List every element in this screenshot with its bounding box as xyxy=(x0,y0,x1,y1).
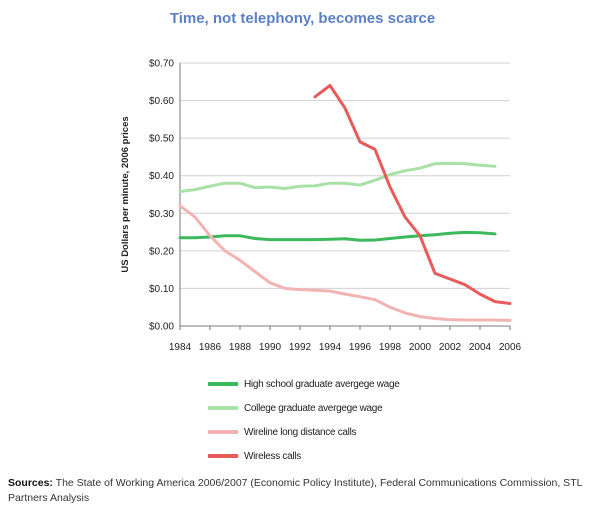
x-tick-label: 2000 xyxy=(409,342,432,353)
x-tick-label: 2004 xyxy=(469,342,492,353)
legend-swatch xyxy=(208,430,238,434)
legend-swatch xyxy=(208,382,238,386)
x-tick-label: 2002 xyxy=(439,342,462,353)
sources-note: Sources: The State of Working America 20… xyxy=(8,476,598,506)
chart-legend: High school graduate avergege wage Colleg… xyxy=(208,372,400,468)
legend-item: Wireline long distance calls xyxy=(208,420,399,444)
y-tick-label: $0.50 xyxy=(149,134,174,145)
legend-swatch xyxy=(208,406,238,410)
legend-swatch xyxy=(208,454,238,458)
series-line-4 xyxy=(313,84,512,305)
series-line-2 xyxy=(178,161,497,193)
sources-text: The State of Working America 2006/2007 (… xyxy=(8,477,583,504)
legend-item: Wireless calls xyxy=(208,444,399,468)
sources-label: Sources: xyxy=(8,477,53,489)
y-tick-label: $0.40 xyxy=(149,171,174,182)
x-tick-label: 1992 xyxy=(289,342,312,353)
x-tick-label: 1984 xyxy=(169,342,192,353)
legend-label: Wireline long distance calls xyxy=(244,426,357,438)
legend-item: High school graduate avergege wage xyxy=(208,372,400,396)
x-tick-label: 1996 xyxy=(349,342,372,353)
y-tick-label: $0.20 xyxy=(149,246,174,257)
legend-label: High school graduate avergege wage xyxy=(244,378,400,390)
legend-label: College graduate avergege wage xyxy=(244,402,383,414)
series-line-1 xyxy=(178,230,497,242)
y-tick-label: $0.30 xyxy=(149,209,174,220)
y-tick-label: $0.70 xyxy=(149,59,174,70)
x-tick-label: 1998 xyxy=(379,342,402,353)
y-tick-label: $0.00 xyxy=(149,322,174,333)
legend-label: Wireless calls xyxy=(244,450,301,462)
y-axis-title: US Dollars per minute, 2006 prices xyxy=(120,116,131,272)
series-line-3 xyxy=(178,204,512,322)
chart-title: Time, not telephony, becomes scarce xyxy=(169,10,436,27)
x-tick-label: 2006 xyxy=(499,342,522,353)
y-tick-label: $0.10 xyxy=(149,284,174,295)
y-tick-label: $0.60 xyxy=(149,96,174,107)
x-tick-label: 1994 xyxy=(319,342,342,353)
chart-plot-area: $0.00 $0.10 $0.20 $0.30 $0.40 $0.50 $0.60 $0.70… xyxy=(120,59,522,354)
x-tick-label: 1990 xyxy=(259,342,282,353)
x-tick-label: 1988 xyxy=(229,342,252,353)
x-tick-label: 1986 xyxy=(199,342,222,353)
legend-item: College graduate avergege wage xyxy=(208,396,399,420)
